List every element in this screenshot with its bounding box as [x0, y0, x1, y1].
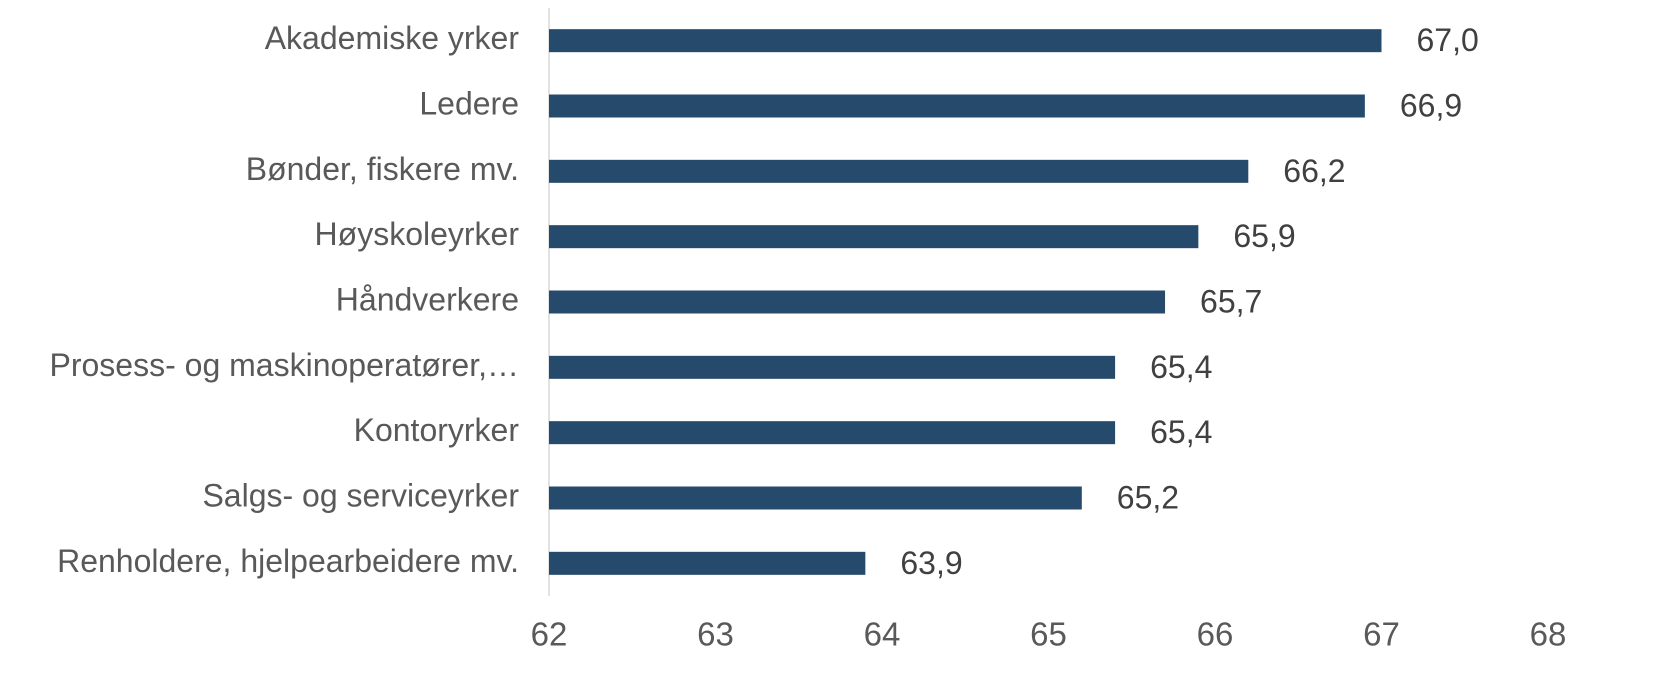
bar: [549, 355, 1116, 379]
bar: [549, 290, 1166, 314]
x-tick-label: 65: [1030, 616, 1067, 653]
bar: [549, 486, 1082, 510]
y-tick-label: Renholdere, hjelpearbeidere mv.: [57, 543, 519, 579]
x-tick-label: 68: [1530, 616, 1567, 653]
x-tick-label: 63: [697, 616, 734, 653]
bar: [549, 551, 866, 575]
bar: [549, 159, 1249, 183]
bar: [549, 29, 1382, 53]
x-tick-label: 67: [1363, 616, 1400, 653]
data-label: 66,9: [1400, 87, 1462, 123]
data-label: 66,2: [1283, 153, 1345, 189]
data-label: 67,0: [1417, 22, 1479, 58]
x-tick-label: 66: [1197, 616, 1234, 653]
y-tick-label: Prosess- og maskinoperatører,…: [50, 347, 520, 383]
bar: [549, 94, 1365, 118]
x-tick-label: 62: [531, 616, 568, 653]
data-label: 65,7: [1200, 283, 1262, 319]
y-tick-label: Bønder, fiskere mv.: [246, 151, 519, 187]
data-label: 63,9: [900, 545, 962, 581]
y-tick-label: Salgs- og serviceyrker: [202, 477, 519, 513]
y-tick-label: Akademiske yrker: [265, 20, 520, 56]
y-tick-label: Håndverkere: [336, 281, 519, 317]
data-label: 65,4: [1150, 349, 1212, 385]
bar: [549, 421, 1116, 445]
y-tick-label: Kontoryrker: [354, 412, 520, 448]
bar: [549, 225, 1199, 249]
x-tick-label: 64: [864, 616, 901, 653]
y-tick-label: Høyskoleyrker: [315, 216, 520, 252]
data-label: 65,2: [1117, 479, 1179, 515]
y-tick-label: Ledere: [419, 85, 519, 121]
data-label: 65,9: [1233, 218, 1295, 254]
data-label: 65,4: [1150, 414, 1212, 450]
